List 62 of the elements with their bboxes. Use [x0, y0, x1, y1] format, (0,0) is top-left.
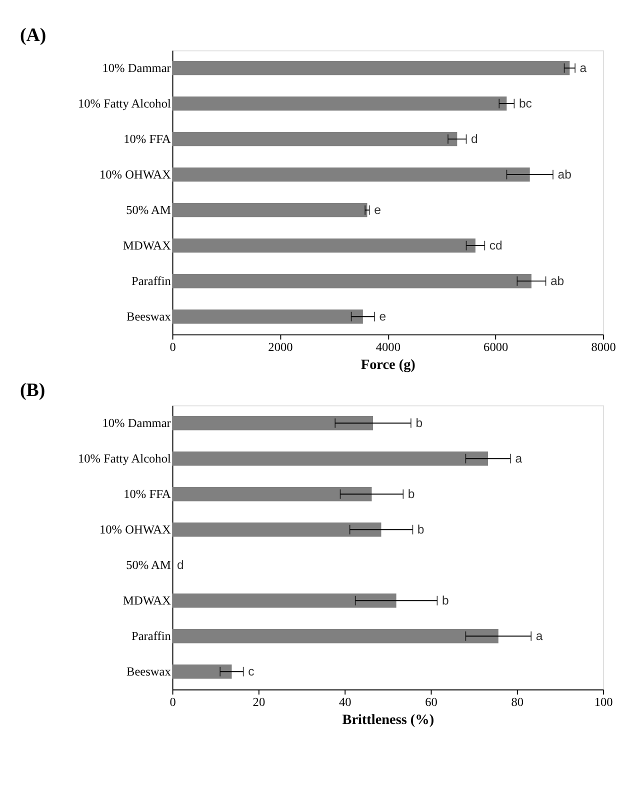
y-tick-label: 10% FFA [124, 486, 171, 501]
bar [172, 238, 476, 253]
annotation: b [442, 593, 449, 608]
x-axis-title: Brittleness (%) [342, 712, 434, 728]
annotation: a [580, 60, 587, 75]
x-tick-label: 4000 [376, 340, 400, 354]
annotation: cd [489, 238, 502, 252]
annotation: d [471, 132, 478, 146]
chart-title: (A) [20, 24, 46, 46]
annotation: c [248, 664, 254, 678]
y-tick-label: 10% OHWAX [99, 167, 171, 182]
x-tick-label: 20 [252, 694, 266, 709]
x-tick-label: 2000 [268, 340, 293, 354]
bar [172, 629, 498, 644]
annotation: a [536, 628, 543, 643]
bar [172, 487, 372, 502]
bar [172, 594, 396, 608]
annotation: e [374, 202, 382, 217]
x-tick-label: 0 [170, 694, 176, 709]
annotation: ab [550, 274, 564, 288]
bar [172, 167, 530, 182]
bar [172, 132, 458, 146]
annotation: a [515, 451, 522, 466]
y-tick-label: 10% OHWAX [99, 522, 171, 536]
y-tick-label: MDWAX [123, 238, 171, 252]
y-tick-label: 10% Fatty Alcohol [78, 451, 172, 466]
y-tick-label: 10% Dammar [102, 60, 171, 75]
x-tick-label: 0 [170, 340, 176, 354]
x-tick-label: 40 [338, 694, 352, 709]
chart-title: (B) [20, 380, 46, 401]
annotation: e [379, 309, 386, 324]
bar [172, 522, 382, 537]
annotation: d [177, 558, 184, 572]
y-tick-label: 50% AM [126, 202, 171, 217]
x-tick-label: 80 [511, 694, 524, 709]
y-tick-label: 10% FFA [124, 132, 171, 146]
annotation: ab [558, 167, 572, 182]
bar [172, 309, 363, 324]
x-tick-label: 60 [425, 694, 438, 709]
y-tick-label: 10% Dammar [102, 416, 171, 430]
annotation: bc [518, 96, 532, 110]
y-tick-label: Paraffin [131, 628, 171, 643]
bar [172, 452, 488, 466]
y-tick-label: Beeswax [126, 664, 171, 678]
bar [172, 60, 570, 76]
y-tick-label: 10% Fatty Alcohol [78, 96, 172, 110]
y-tick-label: Beeswax [126, 309, 171, 324]
y-tick-label: 50% AM [126, 558, 171, 572]
x-tick-label: 100 [594, 694, 613, 709]
x-tick-label: 6000 [484, 340, 508, 354]
annotation: b [408, 486, 415, 501]
x-axis-title: Force (g) [360, 356, 416, 373]
y-tick-label: Paraffin [131, 274, 171, 288]
y-tick-label: MDWAX [123, 593, 171, 608]
x-tick-label: 8000 [591, 340, 616, 354]
bar [172, 416, 374, 430]
annotation: b [416, 416, 423, 430]
bar [172, 274, 532, 288]
bar [172, 96, 507, 111]
annotation: b [417, 522, 424, 536]
bar [172, 664, 232, 679]
bar [172, 202, 368, 218]
